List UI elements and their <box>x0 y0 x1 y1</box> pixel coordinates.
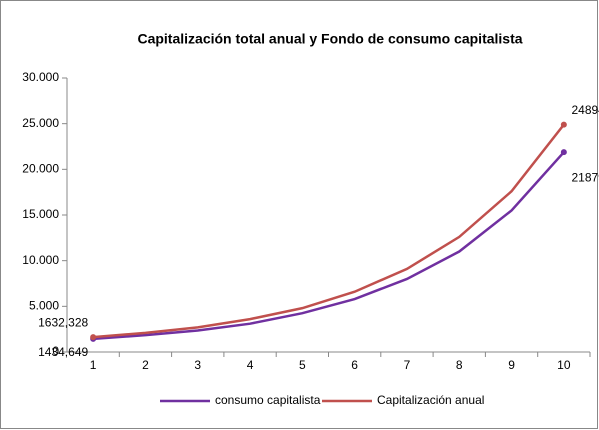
y-tick-label: 5.000 <box>29 299 59 313</box>
data-label: 1632,328 <box>38 315 88 329</box>
series-line <box>93 151 565 341</box>
legend-label: consumo capitalista <box>215 393 321 407</box>
point-marker <box>90 334 97 341</box>
x-tick-label: 1 <box>90 358 97 372</box>
y-tick-label: 30.000 <box>22 70 59 84</box>
y-tick-label: 20.000 <box>22 162 59 176</box>
series-line <box>93 123 565 339</box>
chart-title: Capitalización total anual y Fondo de co… <box>137 31 522 47</box>
x-tick-label: 3 <box>194 358 201 372</box>
x-tick-label: 10 <box>557 358 571 372</box>
x-tick-label: 9 <box>508 358 515 372</box>
y-tick-label: 15.000 <box>22 207 59 221</box>
point-marker <box>560 149 567 156</box>
x-tick-label: 5 <box>299 358 306 372</box>
x-tick-label: 6 <box>351 358 358 372</box>
data-label: 24894,551 <box>571 103 599 117</box>
y-tick-label: 10.000 <box>22 253 59 267</box>
x-tick-label: 4 <box>247 358 254 372</box>
point-marker <box>560 121 567 128</box>
y-tick-label: 0 <box>52 344 59 358</box>
data-label: 21879,769 <box>571 170 599 184</box>
legend-label: Capitalización anual <box>377 393 484 407</box>
data-label: 1434,649 <box>38 345 88 359</box>
y-tick-label: 25.000 <box>22 116 59 130</box>
x-tick-label: 2 <box>142 358 149 372</box>
x-tick-label: 8 <box>456 358 463 372</box>
x-tick-label: 7 <box>404 358 411 372</box>
